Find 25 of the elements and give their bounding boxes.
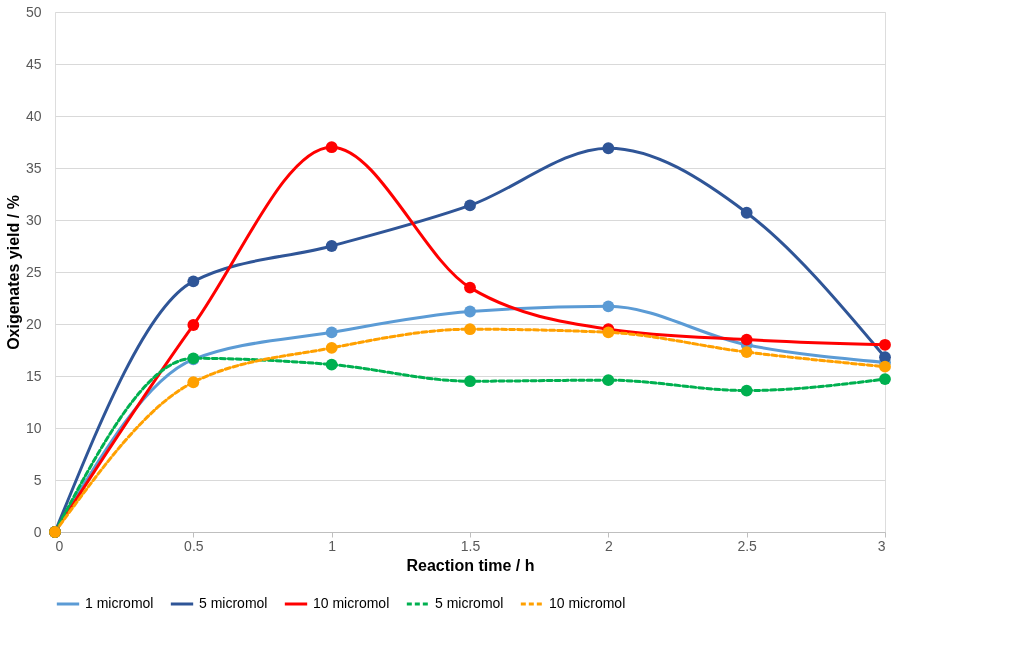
y-tick-label: 5 <box>33 471 42 488</box>
legend-label: 1 micromol <box>85 595 154 611</box>
y-tick-label: 0 <box>33 523 42 540</box>
y-axis-title: Oxigenates yield / % <box>4 195 22 350</box>
legend-label: 10 micromol <box>549 595 626 611</box>
x-tick-label: 1 <box>328 537 337 554</box>
x-tick-label: 0.5 <box>184 537 204 554</box>
legend-label: 5 micromol <box>435 595 504 611</box>
legend-label: 10 micromol <box>313 595 390 611</box>
y-tick-label: 35 <box>25 159 42 176</box>
x-tick-label: 2 <box>604 537 613 554</box>
y-tick-label: 40 <box>25 107 42 124</box>
y-tick-label: 20 <box>25 315 42 332</box>
y-tick-label: 10 <box>25 419 42 436</box>
x-tick-label: 2.5 <box>737 537 758 554</box>
legend-label: 5 micromol <box>199 595 268 611</box>
y-tick-label: 15 <box>25 367 42 384</box>
x-tick-label: 0 <box>55 537 64 554</box>
y-tick-label: 45 <box>25 55 42 72</box>
x-tick-label: 3 <box>877 537 886 554</box>
x-tick-label: 1.5 <box>460 537 481 554</box>
y-tick-label: 25 <box>25 263 42 280</box>
y-tick-label: 30 <box>25 211 42 228</box>
y-tick-label: 50 <box>25 3 42 20</box>
x-axis-title: Reaction time / h <box>406 556 535 574</box>
